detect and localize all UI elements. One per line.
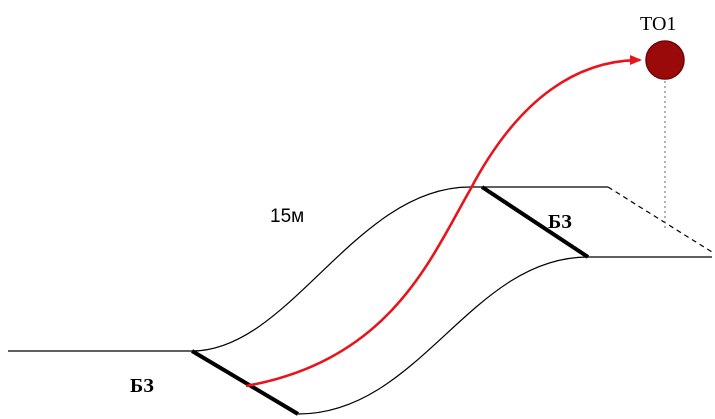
perspective-dashed-line	[607, 186, 713, 253]
height-label: 15м	[270, 206, 304, 227]
trajectory-arrow	[245, 55, 642, 388]
upper-zone-label: БЗ	[548, 211, 572, 233]
slope-upper-edge	[191, 186, 608, 352]
slope-lower-edge	[297, 256, 589, 415]
lower-zone-bar	[190, 349, 300, 416]
upper-zone-bar	[480, 185, 590, 259]
lower-zone-label: БЗ	[130, 375, 154, 397]
target-marker	[645, 40, 685, 80]
target-label: ТО1	[640, 13, 676, 35]
